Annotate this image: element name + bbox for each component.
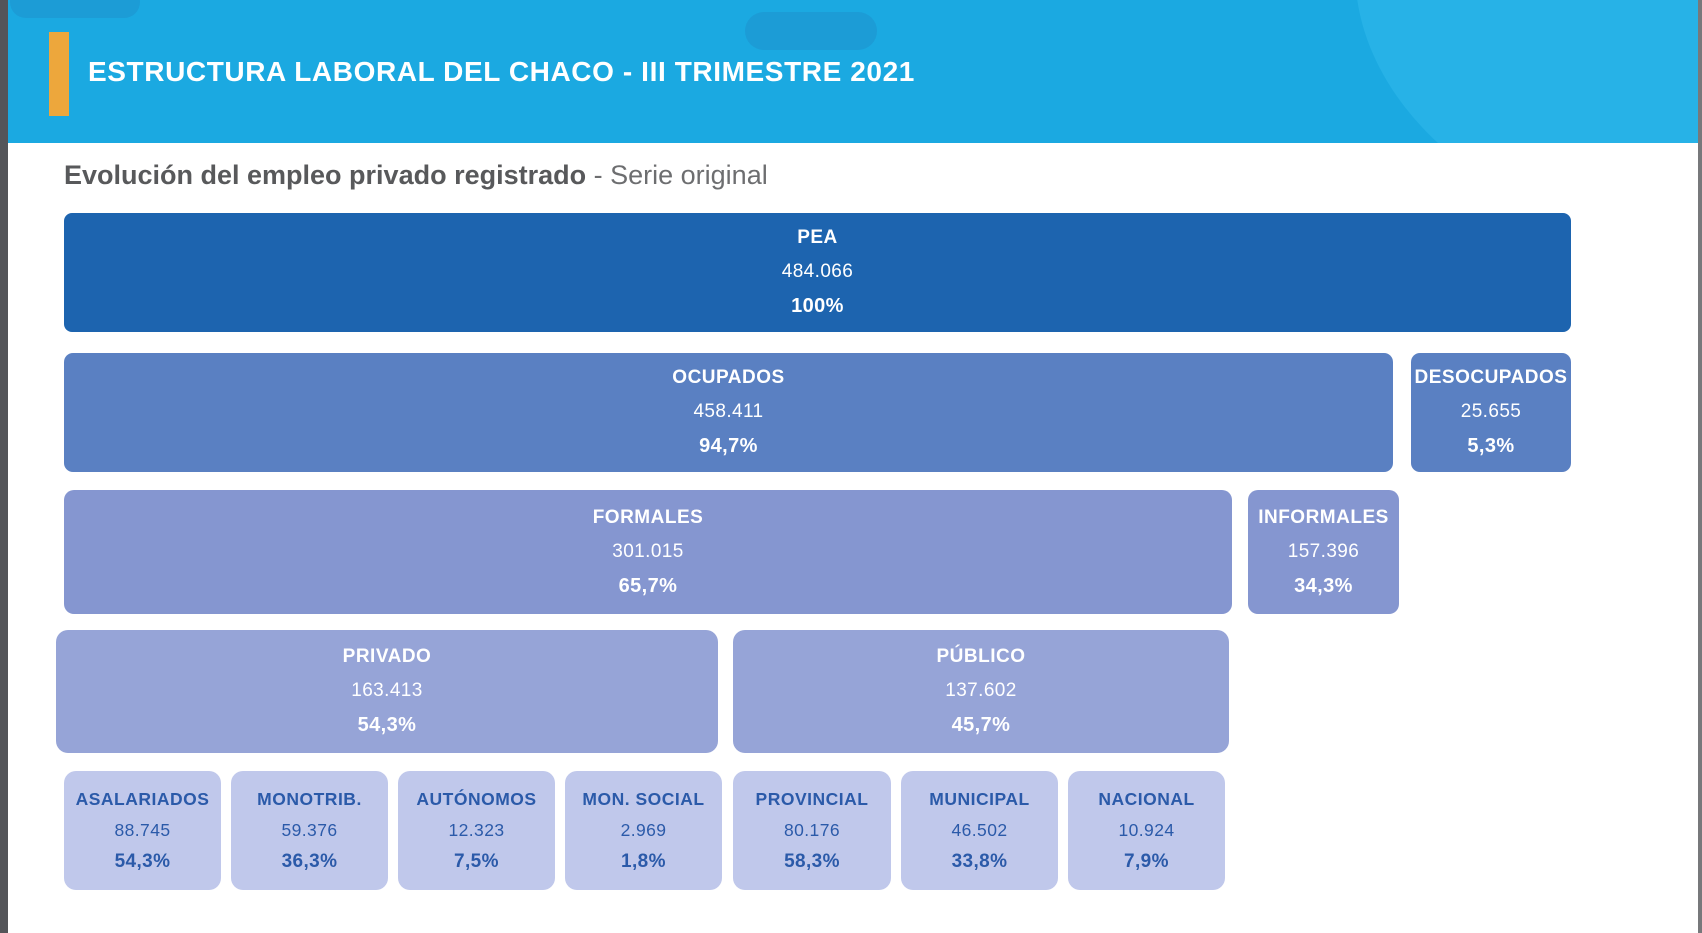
node-value: 12.323 xyxy=(448,819,505,840)
node-percent: 54,3% xyxy=(114,850,171,872)
left-border-strip xyxy=(0,0,8,933)
header-decoration-pill-left xyxy=(10,0,140,18)
node-asalariados: ASALARIADOS 88.745 54,3% xyxy=(64,771,221,890)
node-label: PÚBLICO xyxy=(936,646,1026,667)
node-value: 88.745 xyxy=(114,819,171,840)
node-label: MONOTRIB. xyxy=(257,788,362,809)
node-value: 157.396 xyxy=(1287,540,1360,562)
node-formales: FORMALES 301.015 65,7% xyxy=(64,490,1232,614)
node-percent: 1,8% xyxy=(621,850,666,872)
node-provincial: PROVINCIAL 80.176 58,3% xyxy=(733,771,891,890)
node-value: 46.502 xyxy=(951,819,1008,840)
node-percent: 7,9% xyxy=(1124,850,1169,872)
node-percent: 58,3% xyxy=(784,850,840,872)
node-percent: 100% xyxy=(791,295,844,317)
node-percent: 94,7% xyxy=(699,435,758,457)
node-label: PRIVADO xyxy=(342,646,432,667)
node-label: MUNICIPAL xyxy=(929,788,1030,809)
node-mon-social: MON. SOCIAL 2.969 1,8% xyxy=(565,771,722,890)
node-label: NACIONAL xyxy=(1098,788,1195,809)
node-value: 458.411 xyxy=(693,401,764,422)
node-value: 25.655 xyxy=(1460,401,1522,422)
chart-subtitle-regular: - Serie original xyxy=(586,160,768,190)
node-pea: PEA 484.066 100% xyxy=(64,213,1571,332)
node-percent: 36,3% xyxy=(281,850,338,872)
node-value: 10.924 xyxy=(1118,819,1175,840)
chart-subtitle-bold: Evolución del empleo privado registrado xyxy=(64,160,587,190)
node-value: 80.176 xyxy=(784,819,840,840)
header-decoration-curve xyxy=(1355,0,1702,143)
node-value: 301.015 xyxy=(612,540,684,562)
node-monotrib: MONOTRIB. 59.376 36,3% xyxy=(231,771,388,890)
node-percent: 65,7% xyxy=(618,574,678,597)
node-percent: 45,7% xyxy=(951,714,1011,736)
node-label: MON. SOCIAL xyxy=(582,788,705,809)
node-publico: PÚBLICO 137.602 45,7% xyxy=(733,630,1229,753)
node-label: INFORMALES xyxy=(1258,506,1389,528)
node-label: OCUPADOS xyxy=(672,367,785,388)
right-border-strip xyxy=(1698,0,1702,933)
node-municipal: MUNICIPAL 46.502 33,8% xyxy=(901,771,1058,890)
page-title: ESTRUCTURA LABORAL DEL CHACO - III TRIME… xyxy=(88,55,915,87)
node-privado: PRIVADO 163.413 54,3% xyxy=(56,630,718,753)
node-percent: 5,3% xyxy=(1467,435,1515,457)
node-percent: 34,3% xyxy=(1294,574,1353,597)
node-nacional: NACIONAL 10.924 7,9% xyxy=(1068,771,1225,890)
node-label: PEA xyxy=(797,227,838,248)
node-percent: 7,5% xyxy=(454,850,499,872)
node-value: 59.376 xyxy=(281,819,338,840)
node-value: 484.066 xyxy=(781,261,854,282)
header-banner: ESTRUCTURA LABORAL DEL CHACO - III TRIME… xyxy=(8,0,1702,143)
node-ocupados: OCUPADOS 458.411 94,7% xyxy=(64,353,1393,472)
title-accent-bar xyxy=(49,32,69,116)
node-value: 137.602 xyxy=(945,680,1017,701)
node-autonomos: AUTÓNOMOS 12.323 7,5% xyxy=(398,771,555,890)
node-desocupados: DESOCUPADOS 25.655 5,3% xyxy=(1411,353,1571,472)
node-informales: INFORMALES 157.396 34,3% xyxy=(1248,490,1399,614)
node-value: 2.969 xyxy=(620,819,667,840)
node-label: FORMALES xyxy=(592,506,704,528)
chart-subtitle: Evolución del empleo privado registrado … xyxy=(64,160,768,191)
node-label: PROVINCIAL xyxy=(755,788,869,809)
node-percent: 54,3% xyxy=(357,714,417,736)
node-percent: 33,8% xyxy=(951,850,1008,872)
node-label: ASALARIADOS xyxy=(75,788,210,809)
node-label: AUTÓNOMOS xyxy=(416,788,537,809)
node-label: DESOCUPADOS xyxy=(1414,367,1568,388)
node-value: 163.413 xyxy=(351,680,423,701)
header-decoration-pill-center xyxy=(745,12,877,50)
